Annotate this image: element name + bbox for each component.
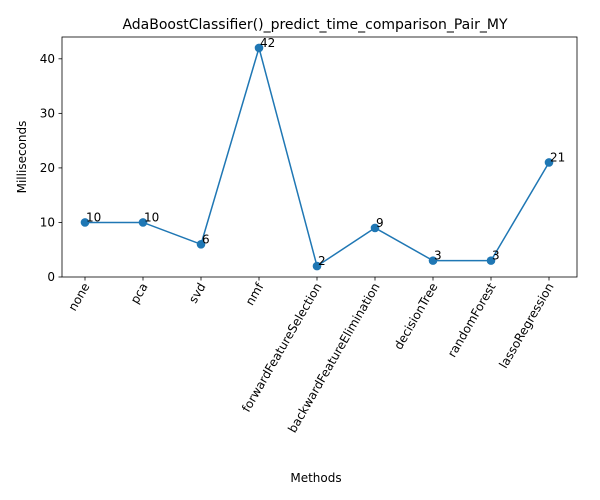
data-label: 2 [318, 254, 326, 268]
x-tick-label: nmf [243, 280, 267, 308]
plot-frame [61, 36, 578, 278]
data-point [138, 218, 148, 227]
x-axis-label: Methods [290, 471, 341, 485]
data-label: 10 [144, 210, 159, 224]
data-point [80, 218, 90, 227]
data-point [254, 43, 264, 53]
y-tick-label: 30 [40, 106, 55, 120]
data-label: 3 [492, 249, 500, 263]
y-axis-label: Milliseconds [15, 121, 29, 194]
data-label: 42 [260, 36, 275, 50]
data-point [370, 223, 380, 233]
data-point [196, 239, 206, 249]
data-point [428, 256, 438, 265]
y-tick-label: 20 [40, 161, 55, 175]
x-axis: none pca svd nmfforwardFeatureSelectionback… [66, 277, 557, 435]
y-tick-label: 40 [40, 52, 55, 66]
data-point [544, 158, 554, 167]
y-tick-label: 10 [40, 215, 55, 229]
y-axis: 0 10 20 30 40 [40, 52, 62, 284]
data-label: 21 [550, 150, 565, 164]
data-label: 10 [86, 210, 101, 224]
series-line [85, 45, 550, 268]
chart-title: AdaBoostClassifier()_predict_time_compar… [122, 17, 508, 33]
plot-area: 10 10 6 42 2 9 3 3 21 [80, 36, 565, 271]
data-label: 6 [202, 232, 210, 246]
y-tick-label: 0 [47, 270, 55, 284]
data-label: 9 [376, 216, 384, 230]
x-tick-label: pca [128, 281, 151, 307]
data-point [312, 261, 322, 271]
data-point [486, 256, 496, 265]
x-tick-label: none [66, 281, 93, 314]
x-tick-label: randomForest [445, 280, 499, 359]
x-tick-label: svd [186, 281, 209, 306]
x-tick-label: lassoRegression [496, 281, 556, 371]
data-label: 3 [434, 249, 442, 263]
x-tick-label: decisionTree [391, 281, 440, 352]
